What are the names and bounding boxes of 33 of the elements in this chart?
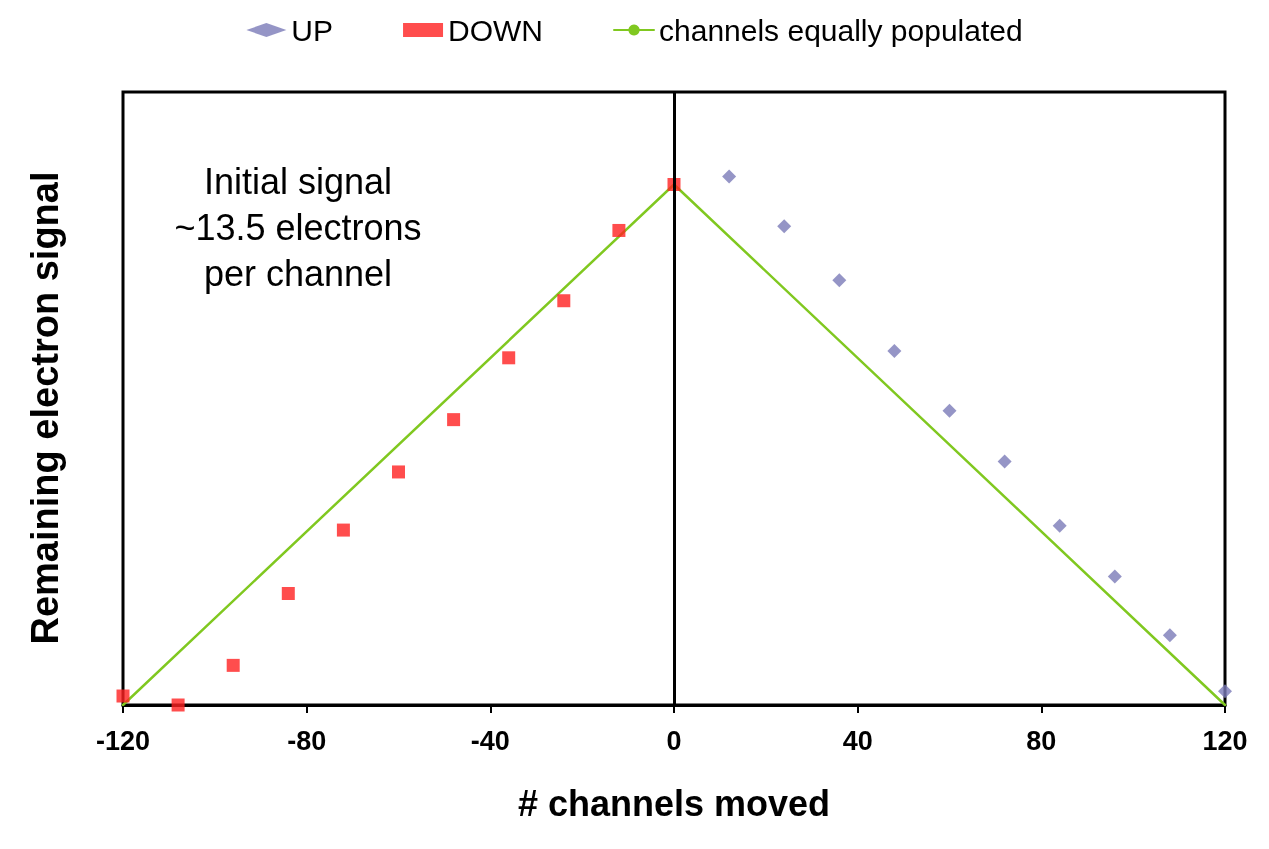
point bbox=[1218, 684, 1232, 699]
annotation: Initial signal ~13.5 electrons per channel bbox=[174, 160, 422, 294]
y-axis-title: Remaining electron signal bbox=[24, 171, 66, 645]
x-tick-label: -80 bbox=[287, 725, 327, 756]
point bbox=[447, 413, 461, 427]
legend-label: UP bbox=[291, 13, 334, 47]
x-tick-label: 0 bbox=[666, 725, 682, 756]
point bbox=[171, 698, 185, 712]
legend-label: channels equally populated bbox=[659, 13, 1023, 47]
point bbox=[777, 219, 792, 234]
point bbox=[1162, 628, 1177, 643]
x-tick-label: 80 bbox=[1026, 725, 1057, 756]
point bbox=[116, 689, 130, 703]
point bbox=[502, 351, 516, 365]
x-tick-label: 40 bbox=[842, 725, 873, 756]
point bbox=[281, 587, 295, 600]
x-axis-title: # channels moved bbox=[517, 782, 831, 824]
x-tick-label: 120 bbox=[1202, 725, 1248, 756]
point bbox=[1052, 518, 1067, 533]
point bbox=[997, 454, 1012, 469]
point bbox=[942, 403, 957, 418]
point bbox=[392, 465, 405, 479]
point bbox=[612, 223, 626, 237]
point bbox=[336, 523, 350, 537]
point bbox=[722, 169, 737, 184]
legend-label: DOWN bbox=[448, 13, 544, 47]
x-tick-label: -120 bbox=[95, 725, 151, 756]
point bbox=[832, 273, 847, 288]
x-tick-label: -40 bbox=[470, 725, 510, 756]
point bbox=[887, 343, 902, 358]
point bbox=[557, 294, 571, 308]
point bbox=[226, 658, 240, 672]
point bbox=[1107, 569, 1122, 584]
